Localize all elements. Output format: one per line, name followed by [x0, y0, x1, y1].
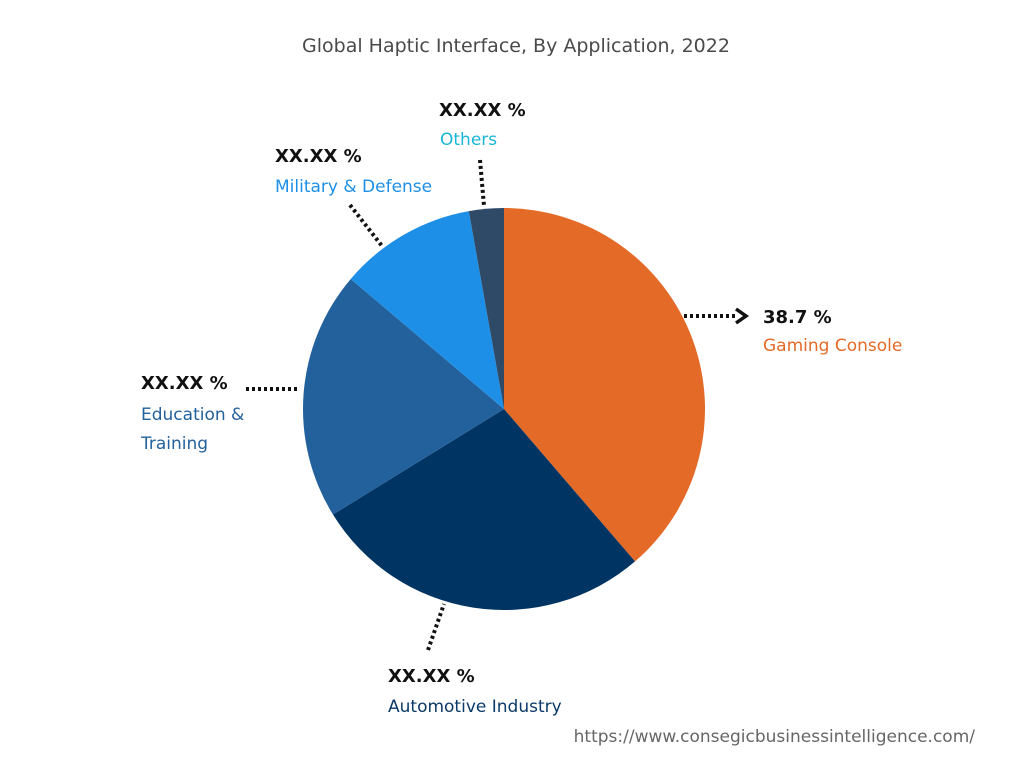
source-url: https://www.consegicbusinessintelligence…: [574, 727, 976, 747]
leader-line-automotive-industry: [426, 603, 446, 651]
chart-title: Global Haptic Interface, By Application,…: [302, 35, 730, 57]
value-label-gaming-console: 38.7 %: [763, 307, 832, 328]
value-label-military-defense: XX.XX %: [275, 146, 362, 167]
pie-slice-military-defense: [350, 211, 504, 409]
pie-slice-automotive-industry: [332, 409, 636, 610]
leader-line-military-defense: [348, 203, 384, 248]
value-label-others: XX.XX %: [439, 100, 526, 121]
pie-slices: [302, 208, 705, 610]
value-label-automotive-industry: XX.XX %: [388, 666, 475, 687]
pie-slice-gaming-console: [504, 208, 705, 562]
category-label-gaming-console: Gaming Console: [763, 336, 902, 356]
value-label-education-training: XX.XX %: [141, 373, 228, 394]
leader-line-others: [478, 159, 486, 207]
pie-slice-education-training: [302, 278, 504, 515]
category-label-automotive-industry: Automotive Industry: [388, 697, 562, 717]
leader-arrow-gaming-console: [734, 307, 750, 325]
pie-slice-others: [468, 208, 504, 409]
leader-lines: [246, 159, 750, 651]
category-label-education-training: Education & Training: [140, 405, 244, 454]
category-label-military-defense: Military & Defense: [275, 177, 432, 197]
category-label-others: Others: [440, 130, 497, 150]
